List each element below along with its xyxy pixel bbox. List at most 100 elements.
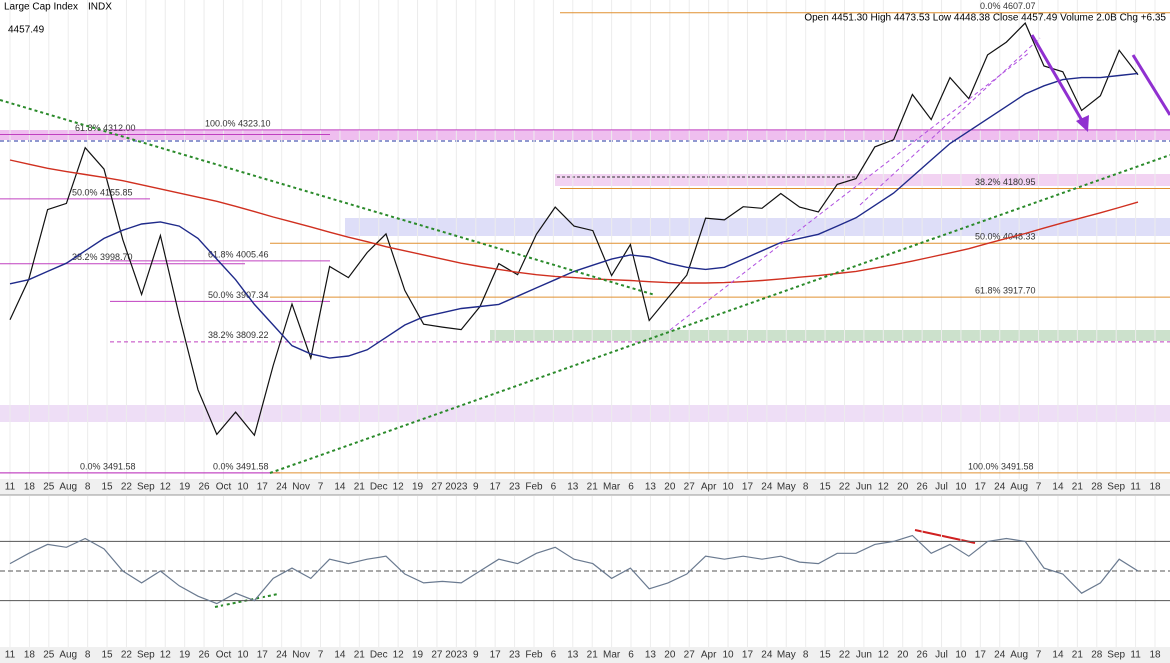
x-tick-label: 20 <box>897 482 909 493</box>
x-tick-label: 10 <box>955 482 967 493</box>
x-tick-label: 14 <box>334 482 346 493</box>
x-tick-label: 26 <box>917 482 929 493</box>
x-tick-label: 17 <box>257 650 269 661</box>
x-tick-label: 18 <box>24 650 36 661</box>
x-tick-label: Sep <box>1107 482 1125 493</box>
x-tick-label: 11 <box>1130 650 1141 661</box>
x-tick-label: Feb <box>525 650 543 661</box>
x-tick-label: Jul <box>935 650 948 661</box>
x-tick-label: Aug <box>1010 482 1028 493</box>
x-tick-label: 10 <box>237 650 249 661</box>
x-tick-label: 10 <box>237 482 249 493</box>
x-tick-label: 20 <box>664 650 676 661</box>
x-tick-label: 17 <box>975 482 987 493</box>
fib-label: 0.0% 4607.07 <box>980 1 1036 11</box>
x-tick-label: 7 <box>1036 482 1042 493</box>
x-tick-label: 21 <box>354 482 366 493</box>
x-tick-label: 15 <box>101 482 113 493</box>
x-tick-label: 21 <box>1072 482 1084 493</box>
x-tick-label: Nov <box>292 482 310 493</box>
x-tick-label: 19 <box>412 482 424 493</box>
fib-label: 100.0% 3491.58 <box>968 461 1034 471</box>
x-tick-label: 17 <box>490 650 502 661</box>
x-tick-label: 8 <box>85 482 91 493</box>
arrow <box>1131 54 1170 116</box>
x-tick-label: Oct <box>216 650 232 661</box>
trend-line <box>859 37 1041 206</box>
fib-label: 50.0% 4048.33 <box>975 232 1036 242</box>
x-tick-label: 27 <box>684 482 696 493</box>
x-axis-strip <box>0 479 1170 495</box>
x-tick-label: 14 <box>1052 650 1064 661</box>
x-tick-label: 13 <box>567 650 579 661</box>
x-tick-label: 8 <box>85 650 91 661</box>
x-tick-label: Jun <box>856 650 872 661</box>
x-tick-label: 24 <box>276 482 288 493</box>
x-tick-label: 18 <box>24 482 36 493</box>
x-tick-label: 7 <box>318 482 324 493</box>
zone <box>490 330 1170 341</box>
x-tick-label: Sep <box>1107 650 1125 661</box>
x-tick-label: 14 <box>1052 482 1064 493</box>
x-tick-label: 24 <box>994 650 1006 661</box>
x-tick-label: Aug <box>59 650 77 661</box>
x-tick-label: 25 <box>43 482 55 493</box>
x-tick-label: Apr <box>701 482 717 493</box>
x-tick-label: 22 <box>839 482 851 493</box>
x-tick-label: Dec <box>370 650 388 661</box>
arrow <box>1030 34 1086 125</box>
x-tick-label: Nov <box>292 650 310 661</box>
fib-label: 38.2% 4180.95 <box>975 177 1036 187</box>
x-tick-label: 10 <box>722 650 734 661</box>
series-line <box>9 22 1139 437</box>
fib-label: 50.0% 4155.85 <box>72 187 133 197</box>
fib-label: 61.8% 3917.70 <box>975 285 1036 295</box>
x-tick-label: 22 <box>839 650 851 661</box>
x-tick-label: 19 <box>179 482 191 493</box>
zone <box>0 405 1170 422</box>
x-tick-label: 27 <box>431 650 443 661</box>
x-tick-label: 11 <box>5 650 16 661</box>
x-tick-label: Mar <box>603 650 621 661</box>
x-tick-label: 15 <box>820 650 832 661</box>
fib-label: 50.0% 3907.34 <box>208 290 269 300</box>
x-tick-label: 21 <box>587 650 599 661</box>
x-tick-label: 17 <box>742 482 754 493</box>
x-tick-label: Jul <box>935 482 948 493</box>
x-tick-label: 24 <box>761 650 773 661</box>
x-tick-label: 26 <box>199 482 211 493</box>
x-tick-label: 26 <box>917 650 929 661</box>
x-tick-label: 20 <box>897 650 909 661</box>
divergence-line <box>914 529 976 544</box>
fib-label: 38.2% 3998.70 <box>72 252 133 262</box>
fib-label: 0.0% 3491.58 <box>80 461 136 471</box>
x-tick-label: 22 <box>121 650 133 661</box>
last-price: 4457.49 <box>8 25 45 36</box>
x-tick-label: 2023 <box>445 482 468 493</box>
x-tick-label: 21 <box>587 482 599 493</box>
x-tick-label: 24 <box>761 482 773 493</box>
fib-label: 61.8% 4312.00 <box>75 123 136 133</box>
fib-label: 61.8% 4005.46 <box>208 249 269 259</box>
trend-line <box>669 51 1031 331</box>
x-tick-label: 13 <box>645 482 657 493</box>
x-tick-label: 15 <box>101 650 113 661</box>
x-tick-label: Aug <box>59 482 77 493</box>
x-tick-label: 18 <box>1149 482 1161 493</box>
x-tick-label: 17 <box>257 482 269 493</box>
x-tick-label: 13 <box>645 650 657 661</box>
price-panel: 11 18 25 Aug 8 15 22 Sep 12 19 26 Oct 10 17 24 Nov 7 14 21… <box>0 0 1170 493</box>
series-line <box>9 72 1139 359</box>
x-tick-label: May <box>777 482 796 493</box>
x-tick-label: Aug <box>1010 650 1028 661</box>
x-tick-label: 19 <box>179 650 191 661</box>
symbol: INDX <box>88 2 112 13</box>
x-tick-label: 12 <box>160 482 172 493</box>
series-line <box>9 159 1139 284</box>
x-tick-label: 10 <box>955 650 967 661</box>
x-tick-label: Dec <box>370 482 388 493</box>
drawings <box>0 34 1170 608</box>
x-tick-label: 17 <box>975 650 987 661</box>
x-tick-label: 24 <box>276 650 288 661</box>
